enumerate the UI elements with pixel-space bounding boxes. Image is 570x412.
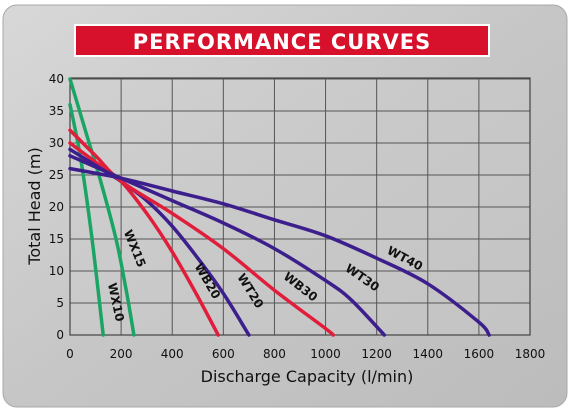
grid xyxy=(69,78,531,336)
x-tick-label: 1200 xyxy=(361,347,392,361)
y-tick-label: 35 xyxy=(49,104,64,118)
chart-panel xyxy=(2,4,568,408)
series-group xyxy=(68,77,491,337)
x-tick-label: 1000 xyxy=(310,347,341,361)
title-banner xyxy=(76,26,488,55)
series-line-wt40 xyxy=(68,166,491,337)
series-line-wb20 xyxy=(68,141,220,337)
x-tick-label: 1800 xyxy=(515,347,546,361)
y-axis-title: Total Head (m) xyxy=(25,147,44,265)
x-tick-label: 0 xyxy=(66,347,74,361)
y-tick-label: 0 xyxy=(56,328,64,342)
y-tick-label: 15 xyxy=(49,232,64,246)
x-axis-title: Discharge Capacity (l/min) xyxy=(201,367,414,386)
y-tick-label: 40 xyxy=(49,72,64,86)
x-tick-label: 200 xyxy=(110,347,133,361)
y-tick-label: 5 xyxy=(56,296,64,310)
series-line-wb30 xyxy=(68,128,335,337)
x-tick-label: 1600 xyxy=(464,347,495,361)
x-tick-label: 800 xyxy=(263,347,286,361)
y-tick-label: 25 xyxy=(49,168,64,182)
plot-frame xyxy=(69,77,531,336)
x-tick-label: 400 xyxy=(161,347,184,361)
axes: 0 200 400 600 800 1000 1200 1400 1600 1800 0 5 10 15 2… xyxy=(49,72,546,361)
y-tick-label: 10 xyxy=(49,264,64,278)
x-tick-label: 600 xyxy=(212,347,235,361)
x-tick-label: 1400 xyxy=(413,347,444,361)
y-tick-label: 20 xyxy=(49,200,64,214)
series-line-wx15 xyxy=(68,77,136,337)
y-tick-label: 30 xyxy=(49,136,64,150)
series-line-wx10 xyxy=(68,102,105,337)
chart-title: PERFORMANCE CURVES xyxy=(133,30,431,54)
